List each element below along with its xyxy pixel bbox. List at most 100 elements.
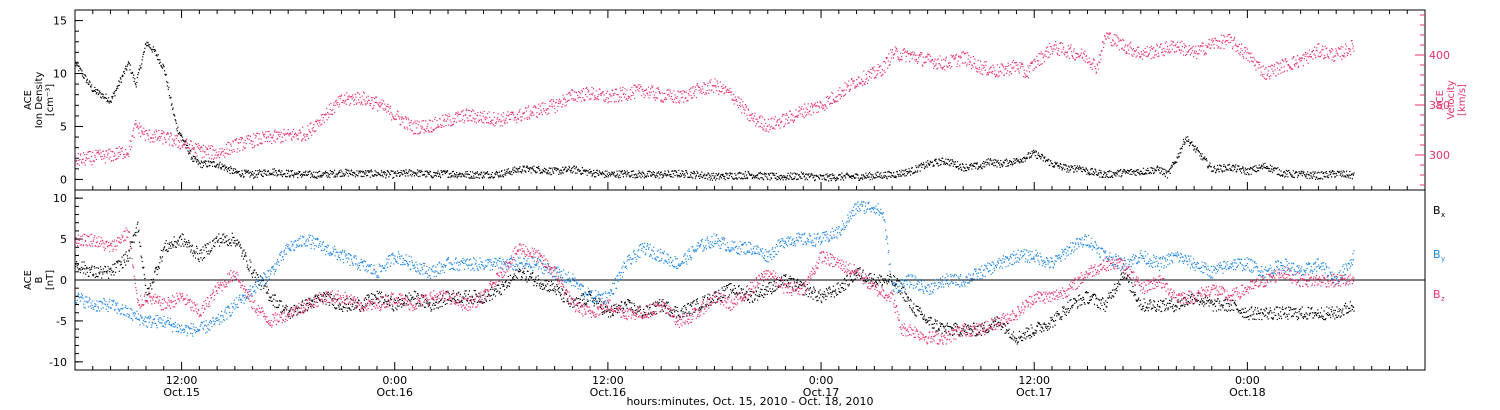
data-point [1236, 46, 1238, 48]
data-point [205, 160, 207, 162]
data-point [527, 167, 529, 169]
data-point [138, 122, 141, 124]
data-point [579, 170, 581, 172]
data-point [462, 174, 464, 176]
data-point [894, 53, 896, 55]
data-point [315, 176, 318, 178]
data-point [937, 58, 939, 60]
data-point [523, 165, 525, 167]
data-point [398, 172, 400, 174]
data-point [1248, 174, 1250, 176]
data-point [644, 90, 646, 92]
data-point [580, 100, 582, 102]
data-point [214, 154, 216, 156]
data-point [353, 103, 355, 106]
data-point [346, 169, 348, 171]
data-point [1142, 173, 1144, 175]
data-point [946, 163, 948, 165]
data-point [865, 172, 867, 174]
data-point [518, 167, 521, 169]
data-point [96, 89, 98, 91]
data-point [1255, 165, 1257, 167]
data-point [498, 171, 500, 173]
data-point [357, 92, 359, 94]
data-point [294, 172, 296, 174]
data-point [796, 173, 798, 175]
data-point [517, 117, 519, 120]
data-point [1273, 169, 1275, 172]
data-point [729, 172, 731, 174]
data-point [823, 177, 825, 179]
data-point [170, 134, 173, 136]
data-point [358, 99, 360, 101]
data-point [974, 162, 976, 164]
data-point [931, 60, 933, 62]
data-point [485, 172, 488, 174]
data-point [129, 148, 132, 150]
data-point [553, 167, 555, 169]
data-point [959, 65, 961, 67]
data-point [191, 144, 193, 147]
data-point [940, 163, 942, 165]
data-point [671, 170, 673, 172]
data-point [729, 87, 731, 89]
data-point [380, 170, 383, 172]
data-point [867, 173, 870, 175]
data-point [992, 70, 994, 72]
data-point [758, 172, 760, 174]
data-point [812, 105, 814, 107]
data-point [232, 141, 234, 143]
data-point [1056, 47, 1058, 49]
data-point [513, 172, 515, 174]
data-point [1090, 66, 1092, 68]
data-point [449, 176, 451, 178]
data-point [93, 89, 95, 92]
data-point [450, 121, 452, 123]
data-point [1288, 170, 1290, 172]
data-point [660, 171, 662, 173]
data-point [581, 91, 583, 93]
data-point [1071, 54, 1073, 57]
data-point [193, 160, 195, 162]
data-point [1182, 54, 1185, 56]
data-point [278, 134, 280, 136]
data-point [210, 158, 213, 160]
data-point [960, 57, 962, 59]
data-point [715, 173, 717, 175]
data-point [269, 133, 271, 135]
data-point [1267, 167, 1269, 170]
data-point [765, 122, 767, 124]
data-point [735, 174, 737, 176]
data-point [545, 169, 547, 171]
data-point [1206, 45, 1209, 47]
data-point [660, 99, 662, 101]
data-point [506, 122, 508, 124]
data-point [928, 163, 930, 165]
data-point [81, 75, 84, 77]
data-point [848, 80, 850, 82]
data-point [170, 96, 172, 98]
top-left-ytick-label: 5 [60, 120, 67, 133]
data-point [344, 101, 346, 103]
data-point [291, 169, 294, 172]
data-point [570, 171, 572, 173]
data-point [1260, 71, 1262, 73]
data-point [784, 114, 786, 116]
data-point [1259, 61, 1261, 63]
data-point [1084, 170, 1086, 173]
data-point [905, 175, 907, 177]
data-point [409, 174, 411, 176]
data-point [341, 171, 343, 173]
data-point [1340, 170, 1342, 172]
data-point [216, 154, 218, 156]
data-point [734, 177, 736, 179]
data-point [1052, 165, 1055, 167]
data-point [490, 121, 492, 123]
data-point [176, 130, 178, 132]
data-point [621, 170, 623, 173]
data-point [905, 61, 907, 63]
data-point [1079, 56, 1081, 58]
data-point [769, 179, 771, 181]
data-point [838, 94, 840, 96]
data-point [1036, 60, 1039, 62]
